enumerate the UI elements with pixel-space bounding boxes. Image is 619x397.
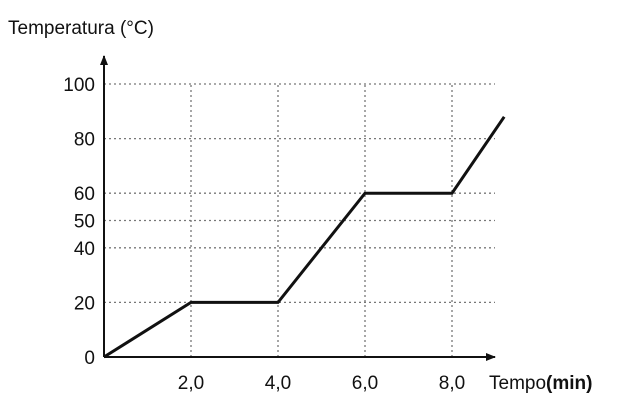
- x-tick-label: 8,0: [439, 373, 465, 394]
- y-tick-label: 60: [74, 184, 95, 205]
- x-tick-label: 2,0: [178, 373, 204, 394]
- y-tick-label: 20: [74, 293, 95, 314]
- x-tick-label: 4,0: [265, 373, 291, 394]
- y-tick-label: 100: [63, 75, 95, 96]
- y-tick-label: 50: [74, 212, 95, 233]
- x-tick-labels: 2,0 4,0 6,0 8,0: [178, 373, 465, 394]
- grid-lines: [104, 82, 495, 357]
- y-tick-label: 0: [84, 348, 95, 369]
- x-axis-title-unit: (min): [546, 373, 592, 394]
- y-tick-label: 40: [74, 239, 95, 260]
- y-axis-title: Temperatura (°C): [8, 18, 154, 39]
- y-tick-label: 80: [74, 130, 95, 151]
- y-tick-labels: 0 20 40 50 60 80 100: [63, 75, 95, 369]
- x-axis-title: Tempo(min): [489, 373, 592, 394]
- x-axis-title-main: Tempo: [489, 373, 546, 394]
- x-tick-label: 6,0: [352, 373, 378, 394]
- temperature-series-line: [103, 115, 506, 359]
